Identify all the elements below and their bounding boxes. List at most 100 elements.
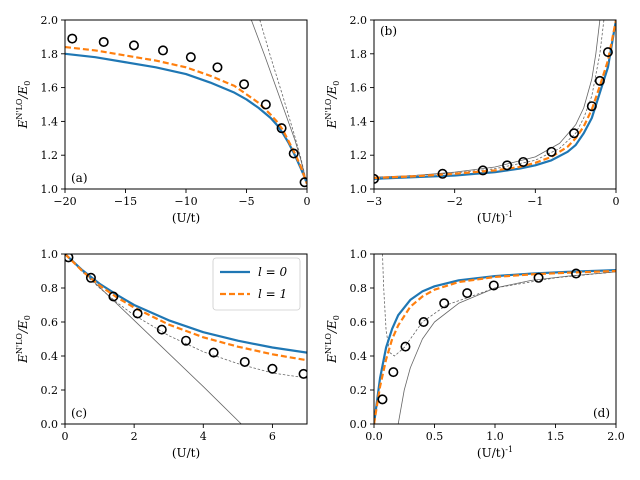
x-tick-label-d-4: 2.0 [607, 430, 625, 443]
x-axis-label-d: (U/t)-1 [477, 445, 513, 460]
data-point-a-8 [276, 123, 287, 134]
data-point-d-7 [533, 272, 544, 283]
data-point-c-1 [85, 272, 96, 283]
data-point-b-5 [546, 146, 557, 157]
panel-tag-a: (a) [71, 171, 88, 185]
plot-area-b [374, 20, 616, 184]
panel-b: −3 −2 −1 0 1.0 1.2 1.4 1.6 1.8 2.0 (U/t)-1 EN'LO/E0… [324, 14, 620, 225]
data-point-b-6 [569, 128, 580, 139]
data-point-c-4 [156, 324, 167, 335]
x-tick-label-a-0: −20 [53, 195, 76, 208]
y-tick-label-d-0: 0.0 [350, 418, 368, 431]
panel-d: 0.0 0.5 1.0 1.5 2.0 0.0 0.2 0.4 0.6 0.8 1.0 (U/t)-1… [324, 248, 625, 460]
x-tick-label-a-2: −10 [174, 195, 197, 208]
data-point-c-2 [108, 291, 119, 302]
axes-frame-b [373, 19, 617, 190]
y-axis-label-a: EN'LO/E0 [15, 81, 32, 130]
series-aux2-line-c [65, 254, 307, 379]
series-aux2-line-a [259, 20, 307, 185]
x-tick-label-d-1: 0.5 [426, 430, 444, 443]
series-aux2-line-d [382, 254, 616, 357]
data-point-d-4 [439, 298, 450, 309]
y-tick-label-b-3: 1.6 [350, 82, 368, 95]
plot-area-d [374, 254, 616, 424]
data-point-b-8 [594, 75, 605, 86]
panel-tag-d: (d) [593, 406, 610, 420]
data-point-a-10 [299, 177, 307, 188]
panel-tag-b: (b) [380, 24, 397, 38]
plot-area-a [65, 20, 307, 188]
y-tick-label-a-0: 1.0 [41, 183, 59, 196]
y-tick-label-c-0: 0.0 [41, 418, 59, 431]
x-tick-label-d-2: 1.0 [486, 430, 504, 443]
panel-tag-c: (c) [71, 406, 87, 420]
data-point-b-9 [602, 47, 613, 58]
y-tick-label-b-0: 1.0 [350, 183, 368, 196]
x-tick-label-d-3: 1.5 [547, 430, 565, 443]
data-point-c-8 [267, 363, 278, 374]
series-aux1-line-b [374, 20, 601, 178]
x-tick-label-c-0: 0 [62, 430, 69, 443]
data-point-b-2 [477, 165, 488, 176]
data-point-d-0 [377, 394, 388, 405]
x-tick-label-d-0: 0.0 [365, 430, 383, 443]
x-tick-label-b-2: −1 [527, 195, 543, 208]
y-axis-label-d: EN'LO/E0 [324, 315, 341, 364]
y-tick-label-b-2: 1.4 [350, 115, 368, 128]
data-point-a-4 [185, 52, 196, 63]
data-point-c-7 [239, 356, 250, 367]
data-point-a-5 [212, 62, 223, 73]
data-point-d-6 [488, 280, 499, 291]
y-tick-label-d-4: 0.8 [350, 282, 368, 295]
panel-c: 0 2 4 6 0.0 0.2 0.4 0.6 0.8 1.0 (U/t) EN'LO/E0 (c) [15, 248, 308, 460]
y-tick-label-d-5: 1.0 [350, 248, 368, 261]
series-aux1-line-d [397, 271, 616, 424]
y-tick-label-c-2: 0.4 [41, 350, 59, 363]
series-l1-line-d [374, 269, 616, 424]
x-axis-label-b: (U/t)-1 [477, 210, 513, 225]
legend-label-l0: l = 0 [258, 265, 288, 279]
plot-area-c [65, 254, 307, 424]
panel-a: −20 −15 −10 −5 0 1.0 1.2 1.4 1.6 1.8 2.0 (U/t) EN'LO… [15, 14, 311, 225]
x-tick-label-c-1: 2 [131, 430, 138, 443]
series-l1-line-c [65, 254, 307, 362]
y-tick-label-c-5: 1.0 [41, 248, 59, 261]
data-point-d-1 [388, 367, 399, 378]
x-tick-label-a-4: 0 [304, 195, 311, 208]
data-point-c-0 [65, 254, 74, 263]
x-axis-label-c: (U/t) [172, 446, 200, 460]
data-point-b-1 [437, 168, 448, 179]
data-point-a-0 [67, 33, 78, 44]
y-tick-label-d-1: 0.2 [350, 384, 368, 397]
x-tick-label-b-1: −2 [447, 195, 463, 208]
data-point-b-4 [518, 156, 529, 167]
y-tick-label-c-1: 0.2 [41, 384, 59, 397]
x-axis-label-a: (U/t) [172, 211, 200, 225]
x-tick-label-b-3: 0 [613, 195, 620, 208]
data-point-a-7 [260, 99, 271, 110]
y-tick-label-a-1: 1.2 [41, 149, 59, 162]
legend-label-l1: l = 1 [258, 287, 287, 301]
y-tick-label-c-4: 0.8 [41, 282, 59, 295]
y-axis-label-c: EN'LO/E0 [15, 315, 32, 364]
y-tick-label-d-2: 0.4 [350, 350, 368, 363]
data-point-c-5 [181, 335, 192, 346]
series-l1-line-b [374, 20, 616, 180]
axes-frame-c [64, 253, 308, 425]
y-tick-label-b-5: 2.0 [350, 14, 368, 27]
data-point-b-3 [502, 160, 513, 171]
y-axis-label-b: EN'LO/E0 [324, 81, 341, 130]
x-tick-label-c-3: 6 [269, 430, 276, 443]
y-tick-label-b-1: 1.2 [350, 149, 368, 162]
y-tick-label-a-4: 1.8 [41, 48, 59, 61]
data-point-a-1 [98, 36, 109, 47]
y-tick-label-b-4: 1.8 [350, 48, 368, 61]
data-point-a-9 [288, 148, 299, 159]
y-tick-label-a-5: 2.0 [41, 14, 59, 27]
legend: l = 0 l = 1 [212, 257, 301, 311]
y-tick-label-a-3: 1.6 [41, 82, 59, 95]
y-tick-label-c-3: 0.6 [41, 316, 59, 329]
data-point-a-2 [128, 40, 139, 51]
data-point-c-3 [132, 308, 143, 319]
